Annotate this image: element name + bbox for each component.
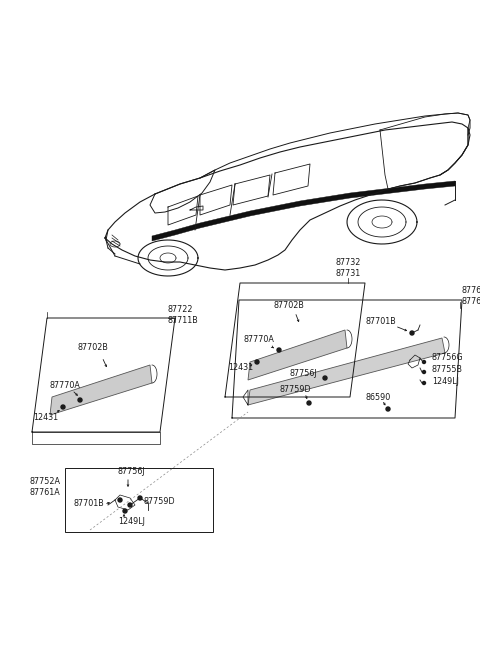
Text: 87756J: 87756J (118, 468, 145, 476)
Circle shape (123, 509, 127, 513)
Text: 87701B: 87701B (365, 318, 396, 327)
Text: 87759D: 87759D (143, 497, 175, 506)
Text: 87732
87731: 87732 87731 (336, 258, 360, 278)
Circle shape (128, 503, 132, 507)
Text: 87755B: 87755B (432, 365, 463, 375)
Circle shape (255, 360, 259, 364)
Text: 12431: 12431 (33, 413, 58, 422)
Polygon shape (152, 181, 455, 241)
Circle shape (410, 331, 414, 335)
Circle shape (61, 405, 65, 409)
Text: 87770A: 87770A (244, 335, 275, 344)
Polygon shape (248, 330, 347, 380)
Circle shape (386, 407, 390, 411)
Polygon shape (248, 338, 445, 405)
Bar (65, 468, 213, 532)
Circle shape (277, 348, 281, 352)
Text: 86590: 86590 (365, 392, 390, 401)
Circle shape (118, 498, 122, 502)
Text: 87752A
87761A: 87752A 87761A (29, 477, 60, 497)
Text: 1249LJ: 1249LJ (432, 377, 459, 386)
Circle shape (323, 376, 327, 380)
Text: 1249LJ: 1249LJ (118, 518, 145, 527)
Text: 12431: 12431 (228, 363, 253, 373)
Text: 87722
87711B: 87722 87711B (168, 305, 199, 325)
Circle shape (138, 496, 142, 500)
Circle shape (422, 371, 425, 373)
Text: 87756J: 87756J (290, 369, 318, 379)
Circle shape (78, 398, 82, 402)
Text: 87770A: 87770A (50, 382, 81, 390)
Text: 87756G: 87756G (432, 354, 464, 363)
Polygon shape (50, 365, 152, 415)
Text: 87702B: 87702B (78, 344, 109, 352)
Text: 87702B: 87702B (274, 300, 305, 310)
Circle shape (422, 361, 425, 363)
Text: 87759D: 87759D (280, 386, 312, 394)
Circle shape (422, 382, 425, 384)
Circle shape (307, 401, 311, 405)
Text: 87762
87761C: 87762 87761C (462, 286, 480, 306)
Text: 87701B: 87701B (74, 499, 105, 508)
